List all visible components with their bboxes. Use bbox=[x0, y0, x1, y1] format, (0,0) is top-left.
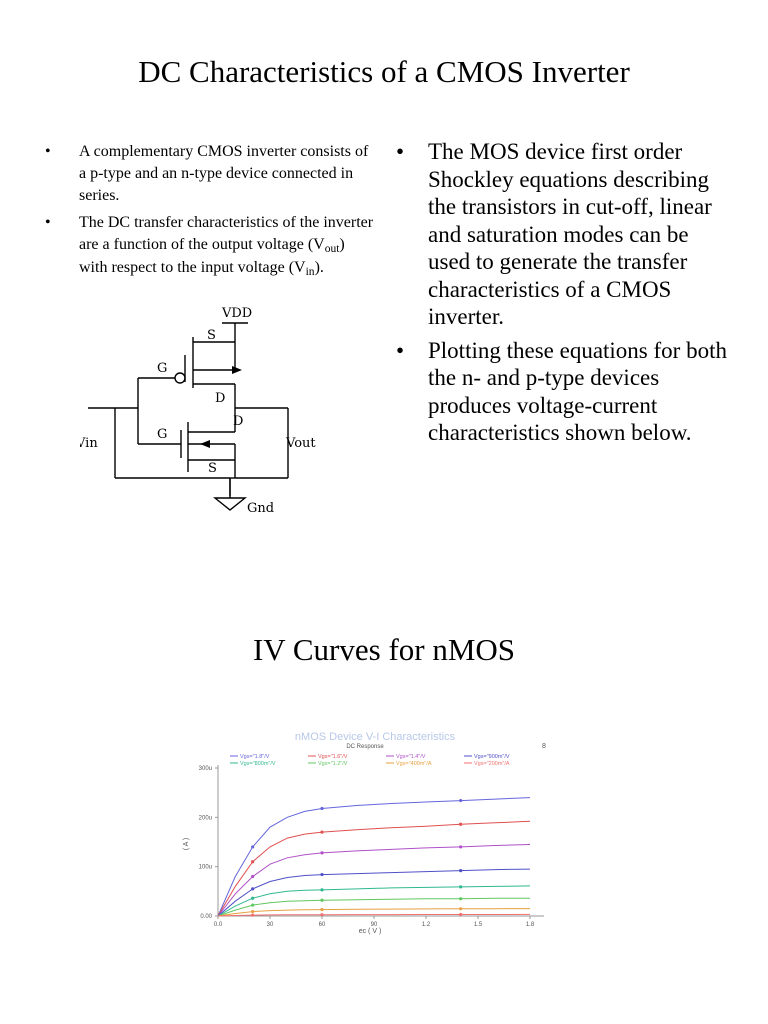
right-bullet-1-text: The MOS device first order Shockley equa… bbox=[428, 139, 712, 329]
slide2-title: IV Curves for nMOS bbox=[252, 632, 516, 667]
left-bullet-2-text-c: ). bbox=[314, 259, 324, 276]
series-point bbox=[320, 898, 324, 902]
series-line-2 bbox=[217, 820, 531, 917]
vout-label: Vout bbox=[285, 436, 316, 451]
right-bullet-list: • The MOS device first order Shockley eq… bbox=[396, 138, 736, 453]
cmos-inverter-schematic: VDD S G D D G S Vin Vout Gnd bbox=[80, 306, 316, 516]
left-bullet-2-text-b: ) with respect to the input voltage (V bbox=[79, 236, 345, 276]
series-point bbox=[251, 913, 255, 917]
x-axis-label: ec ( V ) bbox=[359, 928, 382, 935]
legend-entry: Vgs="1.6"/V bbox=[318, 754, 348, 760]
right-bullet-1: • The MOS device first order Shockley eq… bbox=[396, 138, 736, 331]
series-point bbox=[320, 907, 324, 912]
series-point bbox=[251, 845, 255, 849]
series-line-6 bbox=[217, 897, 530, 917]
series-point bbox=[459, 869, 463, 873]
series-point bbox=[320, 851, 324, 855]
y-axis-label: ( A ) bbox=[183, 838, 190, 850]
legend-entry: Vgs="1.8"/V bbox=[240, 754, 270, 760]
bullet-marker: • bbox=[396, 337, 405, 363]
plot-subtitle: DC Response bbox=[346, 744, 384, 750]
corner-mark: 8 bbox=[542, 743, 546, 750]
right-bullet-2-text: Plotting these equations for both the n-… bbox=[428, 337, 727, 446]
series-point bbox=[459, 845, 463, 849]
y-tick-label: 300u bbox=[199, 766, 212, 772]
x-tick-label: 1.8 bbox=[526, 922, 535, 928]
series-point bbox=[320, 872, 324, 877]
s-top-label: S bbox=[207, 328, 216, 343]
series-point bbox=[251, 896, 255, 900]
series-point bbox=[251, 887, 255, 891]
series-point bbox=[251, 874, 255, 879]
left-bullet-1: • A complementary CMOS inverter consists… bbox=[45, 141, 375, 207]
bullet-marker: • bbox=[45, 214, 51, 231]
series-point bbox=[320, 913, 324, 917]
g-bottom-label: G bbox=[157, 427, 167, 442]
d-top-label: D bbox=[215, 391, 225, 406]
x-tick-label: 60 bbox=[319, 922, 326, 928]
slide1-title: DC Characteristics of a CMOS Inverter bbox=[138, 54, 630, 89]
x-tick-label: 1.5 bbox=[474, 922, 483, 928]
series-point bbox=[459, 885, 463, 889]
x-tick-label: 1.2 bbox=[422, 922, 431, 928]
ground-symbol bbox=[213, 497, 247, 511]
legend-entry: Vgs="400m"/A bbox=[396, 761, 432, 767]
vin-label: Vin bbox=[80, 436, 98, 451]
bullet-marker: • bbox=[45, 143, 51, 160]
right-bullet-2: • Plotting these equations for both the … bbox=[396, 337, 736, 447]
series-point bbox=[320, 806, 324, 811]
subscript-in: in bbox=[305, 266, 315, 279]
legend-entry: Vgs="900m"/V bbox=[474, 754, 510, 760]
legend-entry: Vgs="200m"/A bbox=[474, 761, 510, 767]
y-tick-label: 100u bbox=[199, 865, 212, 871]
left-bullet-2: • The DC transfer characteristics of the… bbox=[45, 212, 375, 280]
legend-row-2: Vgs="800m"/V Vgs="1.2"/V Vgs="400m"/A Vgs="… bbox=[230, 761, 510, 767]
series-point bbox=[251, 860, 255, 864]
series-line-5 bbox=[217, 885, 531, 917]
legend-entry: Vgs="1.2"/V bbox=[318, 761, 348, 767]
g-top-label: G bbox=[157, 361, 167, 376]
left-bullet-1-text: A complementary CMOS inverter consists o… bbox=[79, 143, 369, 204]
subscript-out: out bbox=[324, 243, 340, 256]
series-point bbox=[251, 903, 255, 907]
x-tick-label: 90 bbox=[371, 922, 378, 928]
x-tick-label: 30 bbox=[267, 922, 274, 928]
series-point bbox=[459, 897, 463, 901]
legend-entry: Vgs="1.4"/V bbox=[396, 754, 426, 760]
series-point bbox=[459, 912, 463, 917]
d-bottom-label: D bbox=[233, 414, 243, 429]
plot-title: nMOS Device V-I Characteristics bbox=[295, 731, 456, 743]
series-point bbox=[251, 909, 255, 914]
series-point bbox=[459, 907, 463, 911]
bullet-marker: • bbox=[396, 139, 405, 164]
pmos-gate-bubble bbox=[174, 372, 186, 384]
gnd-label: Gnd bbox=[247, 501, 274, 516]
left-bullet-list: • A complementary CMOS inverter consists… bbox=[45, 141, 375, 285]
series-point bbox=[459, 798, 463, 803]
y-tick-label: 0.00 bbox=[200, 914, 212, 920]
series-point bbox=[320, 888, 324, 892]
s-bottom-label: S bbox=[208, 461, 217, 476]
x-tick-label: 0.0 bbox=[214, 922, 223, 928]
series-point bbox=[459, 822, 463, 826]
left-bullet-2-text-a: The DC transfer characteristics of the i… bbox=[79, 214, 374, 253]
vdd-label: VDD bbox=[221, 306, 252, 321]
series-point bbox=[320, 830, 324, 834]
legend-entry: Vgs="800m"/V bbox=[240, 761, 276, 767]
y-tick-label: 200u bbox=[199, 815, 212, 821]
series-line-3 bbox=[217, 844, 531, 917]
nmos-iv-chart: nMOS Device V-I Characteristics DC Respo… bbox=[183, 731, 546, 935]
legend-row-1: Vgs="1.8"/V Vgs="1.6"/V Vgs="1.4"/V Vgs="90… bbox=[230, 754, 510, 760]
